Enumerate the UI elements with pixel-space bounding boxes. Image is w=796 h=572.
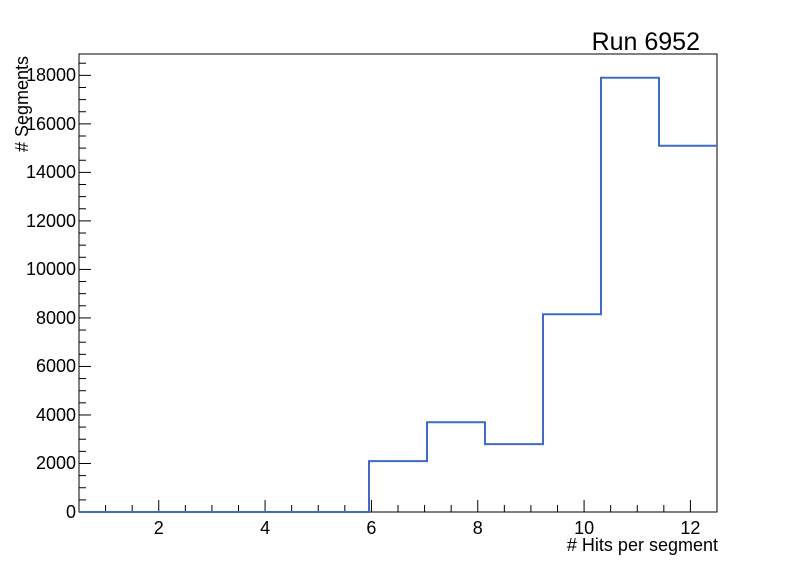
y-tick-label: 8000	[35, 307, 76, 328]
y-tick-label: 18000	[25, 65, 76, 86]
x-tick-label: 4	[260, 518, 271, 538]
x-tick-label: 12	[680, 518, 701, 538]
x-axis-title: # Hits per segment	[566, 535, 718, 555]
chart-title: Run 6952	[591, 28, 700, 56]
y-tick-label: 12000	[25, 210, 76, 231]
y-tick-label: 10000	[25, 259, 76, 280]
y-tick-label: 4000	[35, 404, 76, 425]
y-tick-label: 16000	[25, 113, 76, 134]
y-tick-label: 0	[65, 502, 76, 522]
plot-frame	[78, 53, 718, 513]
y-tick-label: 14000	[25, 162, 76, 183]
y-tick-label: 6000	[35, 356, 76, 377]
x-tick-label: 10	[574, 518, 595, 538]
x-tick-label: 2	[153, 518, 164, 538]
x-tick-label: 6	[366, 518, 377, 538]
histogram-line	[79, 76, 717, 513]
x-tick-label: 8	[472, 518, 483, 538]
y-tick-label: 2000	[35, 453, 76, 474]
